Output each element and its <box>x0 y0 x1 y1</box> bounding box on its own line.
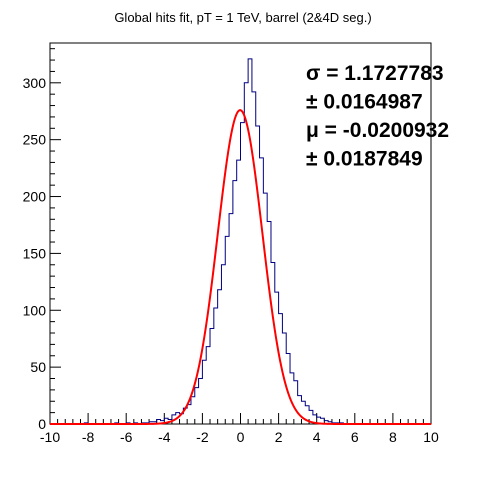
x-tick-label: 0 <box>237 429 245 445</box>
x-tick-label: -10 <box>40 429 60 445</box>
x-tick-label: 8 <box>389 429 397 445</box>
chart-title: Global hits fit, pT = 1 TeV, barrel (2&4… <box>114 10 371 25</box>
y-tick-label: 0 <box>38 416 46 432</box>
x-tick-label: -2 <box>196 429 209 445</box>
stat-line: ± 0.0164987 <box>306 91 423 114</box>
x-tick-label: 2 <box>275 429 283 445</box>
x-tick-label: 10 <box>423 429 439 445</box>
x-tick-label: 4 <box>313 429 321 445</box>
x-tick-label: -8 <box>82 429 95 445</box>
stats-box: σ = 1.1727783 ± 0.0164987 μ = -0.0200932 ± … <box>306 62 449 171</box>
stat-line: μ = -0.0200932 <box>306 119 449 142</box>
histogram-series <box>50 58 431 425</box>
stat-line: σ = 1.1727783 <box>306 62 444 85</box>
histogram-line <box>50 58 431 425</box>
x-tick-label: -6 <box>120 429 133 445</box>
y-tick-label: 250 <box>23 132 47 148</box>
fit-series <box>50 109 431 425</box>
y-tick-label: 150 <box>23 245 47 261</box>
y-tick-label: 50 <box>30 359 46 375</box>
stat-line: ± 0.0187849 <box>306 148 423 171</box>
y-tick-label: 300 <box>23 75 47 91</box>
fit-curve <box>50 109 431 425</box>
y-tick-label: 200 <box>23 189 47 205</box>
x-tick-label: -4 <box>158 429 171 445</box>
x-tick-label: 6 <box>351 429 359 445</box>
y-tick-label: 100 <box>23 302 47 318</box>
